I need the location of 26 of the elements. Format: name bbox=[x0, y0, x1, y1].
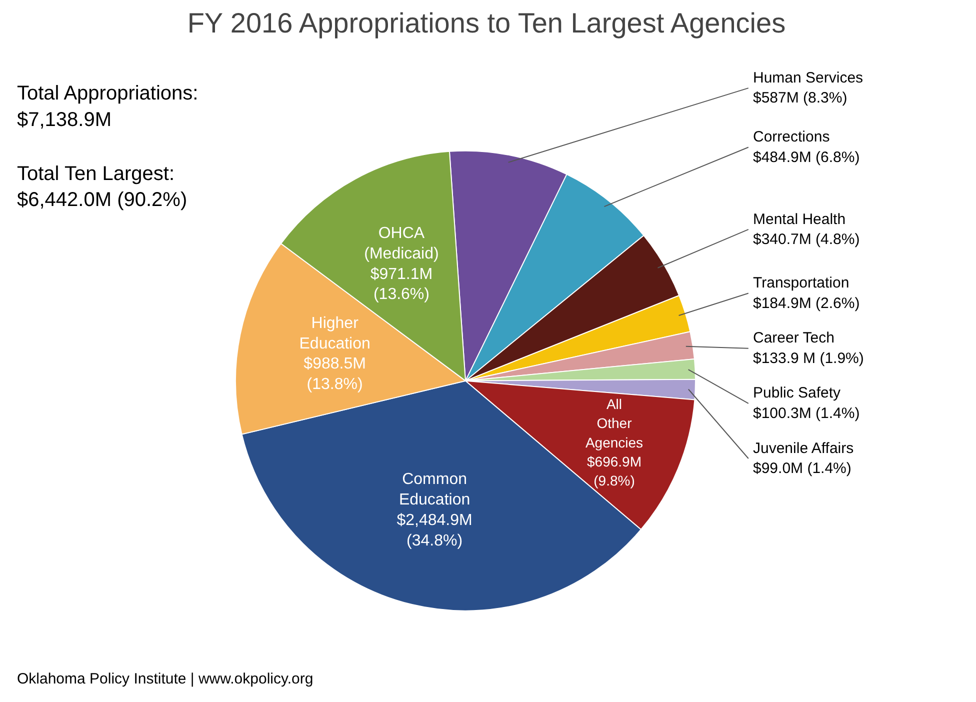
slice-label: Human Services bbox=[753, 69, 864, 86]
slice-label: Transportation bbox=[753, 274, 850, 292]
text: Total Appropriations: $7,138.9M bbox=[17, 82, 198, 131]
data-label: $2,484.9M (34.8%) bbox=[396, 512, 472, 550]
data-label: $99.0M (1.4%) bbox=[753, 460, 852, 478]
slice-label: Mental Health bbox=[753, 210, 846, 228]
text: Oklahoma Policy Institute | www.okpolicy.org bbox=[17, 670, 314, 688]
slice-label: Higher Education bbox=[299, 314, 370, 352]
data-label: $484.9M (6.8%) bbox=[753, 148, 860, 166]
slice-label: OHCA (Medicaid) bbox=[364, 224, 439, 262]
slice-label: Public Safety bbox=[753, 384, 842, 402]
data-label: $988.5M (13.8%) bbox=[304, 356, 366, 394]
slice-label: All Other Agencies bbox=[585, 396, 644, 450]
data-label: $696.9M (9.8%) bbox=[587, 453, 642, 489]
slice-label: Career Tech bbox=[753, 330, 834, 347]
data-label: $184.9M (2.6%) bbox=[753, 294, 860, 312]
slice-label: Corrections bbox=[753, 128, 830, 146]
slice-label: Juvenile Affairs bbox=[753, 440, 854, 457]
data-label: $340.7M (4.8%) bbox=[753, 231, 860, 248]
text: Total Ten Largest: $6,442.0M (90.2%) bbox=[17, 162, 188, 212]
data-label: $133.9 M (1.9%) bbox=[753, 350, 864, 368]
data-label: $100.3M (1.4%) bbox=[753, 405, 860, 422]
slice-label: Common Education bbox=[398, 471, 470, 509]
data-label: $587M (8.3%) bbox=[753, 90, 848, 107]
data-label: $971.1M (13.6%) bbox=[370, 266, 433, 304]
chart-title: FY 2016 Appropriations to Ten Largest Agencies bbox=[187, 8, 786, 38]
